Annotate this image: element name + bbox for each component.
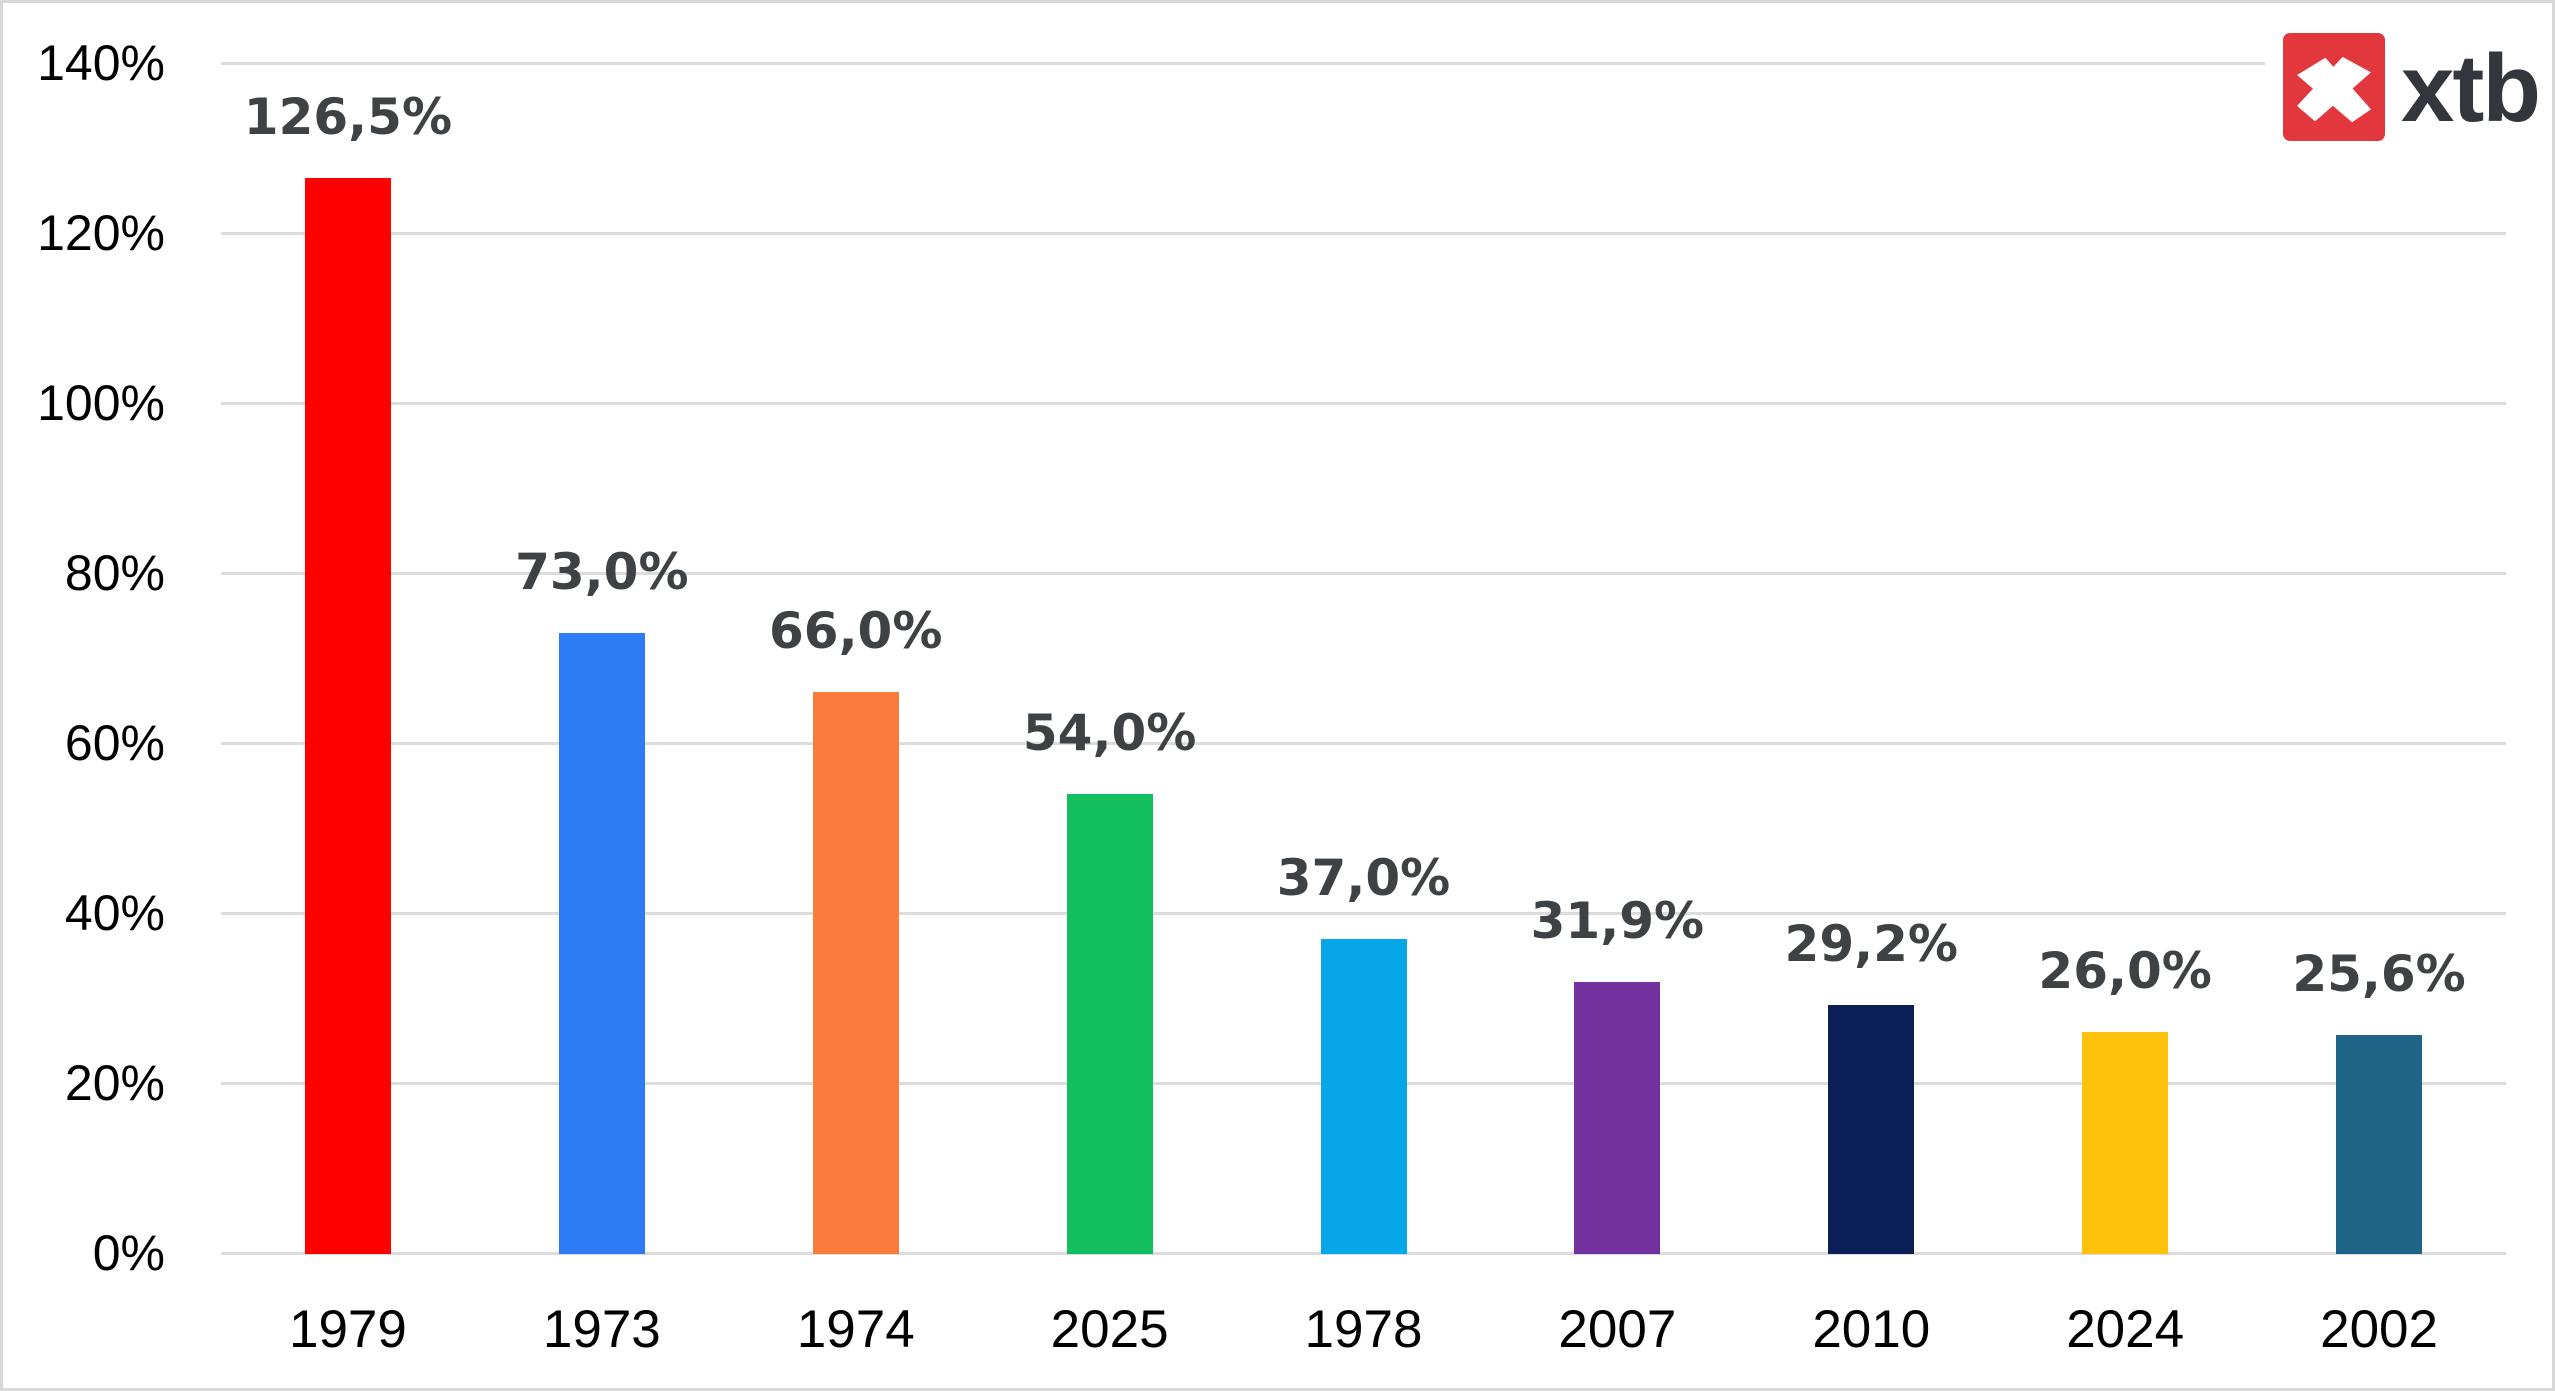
y-tick-label: 20%	[64, 1055, 165, 1111]
bar-2007	[1574, 981, 1661, 1254]
x-tick-label: 1974	[796, 1300, 915, 1359]
x-tick-label: 2002	[2320, 1300, 2438, 1359]
x-tick-label: 2024	[2066, 1300, 2185, 1359]
y-tick-label: 80%	[64, 545, 165, 601]
bar-value-label: 37,0%	[1276, 848, 1451, 907]
bar-value-label: 66,0%	[768, 602, 943, 660]
x-tick-label: 1978	[1304, 1300, 1423, 1359]
gridline	[221, 572, 2506, 575]
xtb-logo-text: xtb	[2401, 35, 2541, 142]
bar-2002	[2336, 1035, 2423, 1254]
xtb-x-icon	[2283, 33, 2385, 141]
x-tick-label: 1973	[542, 1300, 661, 1359]
x-tick-label: 1979	[288, 1300, 407, 1359]
gridline	[221, 62, 2506, 65]
bar-1978	[1320, 938, 1407, 1254]
y-tick-label: 60%	[64, 715, 165, 771]
bar-1974	[812, 692, 899, 1254]
gridline	[221, 232, 2506, 235]
bar-value-label: 73,0%	[515, 542, 689, 601]
gridline	[221, 402, 2506, 405]
bar-1979	[304, 177, 391, 1254]
bar-value-label: 54,0%	[1022, 704, 1197, 762]
x-tick-label: 2007	[1558, 1300, 1677, 1359]
xtb-logo: xtb	[2265, 11, 2552, 153]
bar-value-label: 26,0%	[2038, 942, 2212, 1000]
bar-2010	[1828, 1004, 1915, 1254]
bar-2024	[2082, 1032, 2169, 1254]
bar-value-label: 25,6%	[2292, 945, 2466, 1004]
gridline	[221, 912, 2506, 915]
bar-1973	[558, 632, 645, 1254]
y-tick-label: 140%	[37, 35, 165, 91]
y-tick-label: 0%	[92, 1225, 165, 1281]
x-tick-label: 2025	[1050, 1300, 1169, 1359]
y-tick-label: 40%	[64, 885, 165, 941]
bar-value-label: 29,2%	[1784, 914, 1958, 973]
gridline	[221, 742, 2506, 745]
y-tick-label: 120%	[37, 205, 165, 261]
bar-2025	[1066, 794, 1153, 1254]
x-tick-label: 2010	[1812, 1300, 1931, 1359]
bar-value-label: 31,9%	[1530, 891, 1705, 950]
bar-value-label: 126,5%	[243, 87, 453, 146]
y-tick-label: 100%	[37, 375, 165, 431]
